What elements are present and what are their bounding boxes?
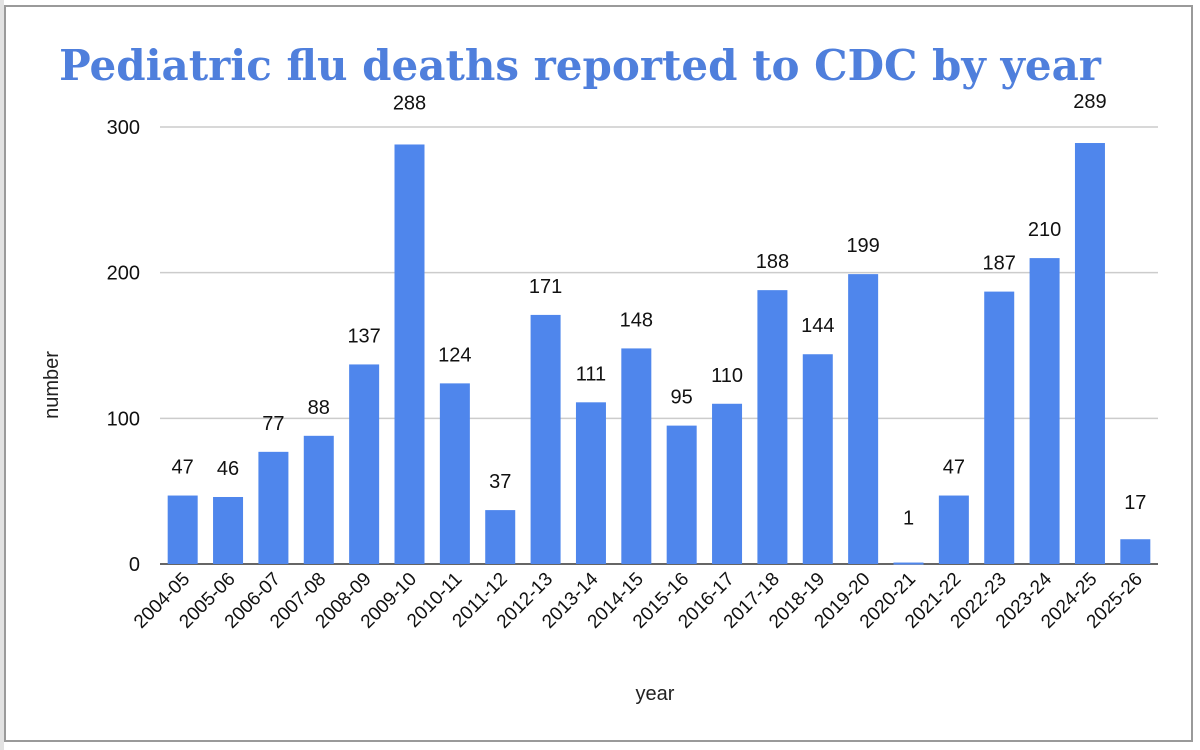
y-tick-label: 300 xyxy=(107,117,140,139)
bar xyxy=(1029,258,1060,564)
data-label: 187 xyxy=(983,253,1016,275)
data-label: 88 xyxy=(308,397,330,419)
bar xyxy=(213,496,244,564)
data-label: 210 xyxy=(1028,219,1061,241)
data-label: 148 xyxy=(620,309,653,331)
bar xyxy=(712,403,743,564)
data-label: 188 xyxy=(756,251,789,273)
data-label: 137 xyxy=(347,325,380,347)
data-label: 288 xyxy=(393,92,426,114)
data-label: 171 xyxy=(529,276,562,298)
y-axis-title: number xyxy=(41,351,63,419)
bar xyxy=(349,364,380,564)
bar xyxy=(530,314,561,564)
bar xyxy=(621,348,652,564)
data-label: 37 xyxy=(489,471,511,493)
bar xyxy=(167,495,198,564)
data-label: 95 xyxy=(671,387,693,409)
bar xyxy=(938,495,969,564)
bar xyxy=(1074,143,1105,565)
bar xyxy=(984,291,1015,564)
y-tick-label: 100 xyxy=(107,408,140,430)
data-label: 111 xyxy=(576,363,606,385)
bar xyxy=(893,562,924,565)
data-label: 199 xyxy=(846,235,879,257)
bar xyxy=(757,290,788,564)
bar xyxy=(303,435,334,564)
data-label: 47 xyxy=(172,457,194,479)
bar xyxy=(1120,539,1151,564)
data-label: 47 xyxy=(943,457,965,479)
bar xyxy=(848,274,879,564)
bar xyxy=(802,354,833,564)
data-label: 144 xyxy=(801,315,834,337)
data-label: 17 xyxy=(1124,492,1146,514)
bar xyxy=(258,451,289,564)
bar xyxy=(439,383,470,564)
y-tick-label: 0 xyxy=(129,554,140,576)
data-label: 46 xyxy=(217,458,239,480)
data-label: 1 xyxy=(903,508,914,530)
bar xyxy=(485,510,516,564)
bar xyxy=(575,402,606,564)
bar xyxy=(394,144,425,565)
bar xyxy=(666,425,697,564)
data-label: 124 xyxy=(438,344,471,366)
data-label: 110 xyxy=(711,365,743,387)
data-label: 289 xyxy=(1073,91,1106,113)
y-tick-label: 200 xyxy=(107,263,140,285)
data-label: 77 xyxy=(262,413,284,435)
chart-title: Pediatric flu deaths reported to CDC by … xyxy=(59,41,1102,90)
x-axis-title: year xyxy=(636,683,675,705)
